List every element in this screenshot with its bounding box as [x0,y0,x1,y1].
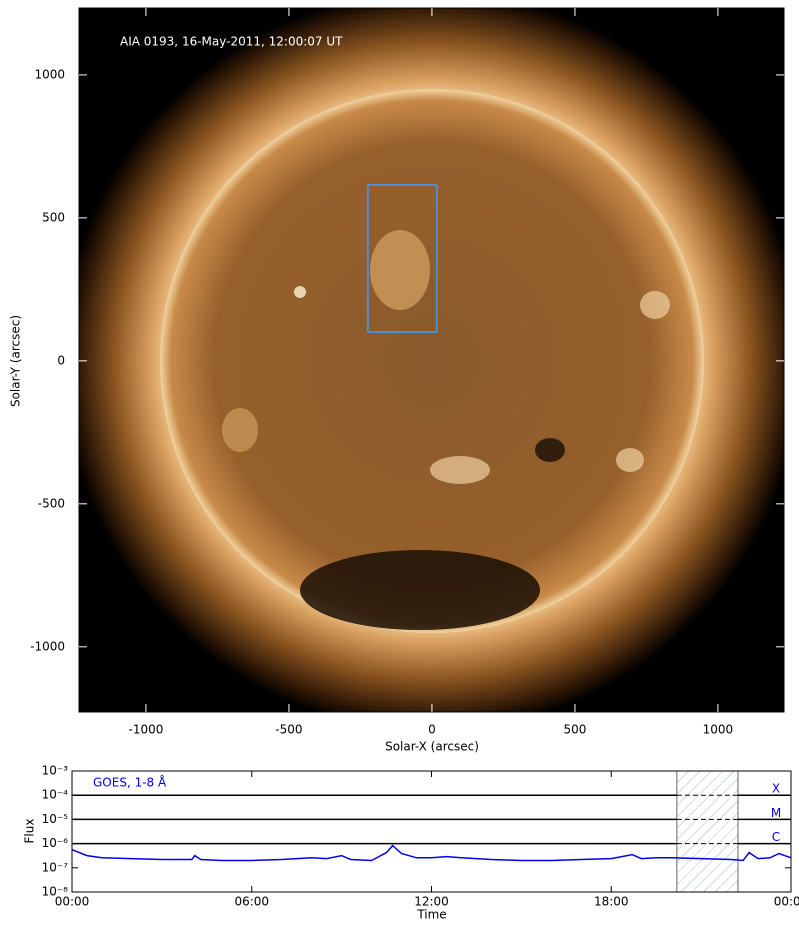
y-tick-label: 500 [42,210,65,224]
y-tick-label: 1000 [34,67,65,81]
flux-line [71,844,792,862]
y-tick-label: 10⁻⁴ [42,788,69,802]
solar-image [79,8,784,712]
legend-label: GOES, 1-8 Å [93,775,167,790]
y-label: Solar-Y (arcsec) [9,315,23,407]
x-label: Solar-X (arcsec) [385,740,479,754]
y-tick-label: 10⁻⁷ [42,860,69,874]
y-tick-label: -1000 [30,639,65,653]
goes-panel [72,771,791,892]
x-tick-label: 1000 [703,723,734,737]
x-tick-label: 00:00 [55,895,90,909]
y-tick-label: 10⁻⁵ [42,812,69,826]
level-label: X [772,782,780,796]
level-label: C [772,830,780,844]
y-tick-label: 0 [57,353,65,367]
panel-frame [71,770,792,893]
shaded-interval [676,770,739,893]
x-tick-label: -1000 [128,723,163,737]
x-tick-label: 18:00 [594,895,629,909]
x-tick-label: 06:00 [234,895,269,909]
y-label: Flux [23,819,37,844]
x-tick-label: 500 [563,723,586,737]
x-tick-label: 0 [428,723,436,737]
y-tick-label: -500 [38,496,65,510]
y-tick-label: 10⁻⁶ [42,836,69,850]
y-tick-label: 10⁻⁸ [42,885,69,899]
level-label: M [771,806,781,820]
x-tick-label: -500 [275,723,302,737]
y-tick-label: 10⁻³ [42,764,69,778]
x-tick-label: 12:00 [414,895,449,909]
image-title: AIA 0193, 16-May-2011, 12:00:07 UT [120,35,343,49]
x-label: Time [416,908,446,922]
x-tick-label: 00:00 [774,895,799,909]
